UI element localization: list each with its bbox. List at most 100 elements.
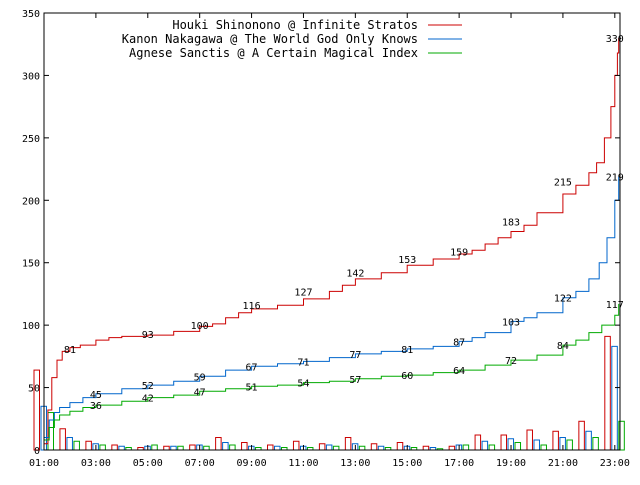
data-label: 60 xyxy=(401,371,413,382)
plot-frame xyxy=(43,12,621,451)
data-label: 52 xyxy=(142,381,154,392)
data-label: 71 xyxy=(297,357,309,368)
hourly-bar-1 xyxy=(422,445,430,451)
hourly-bar-1 xyxy=(474,434,482,451)
x-tick-label: 21:00 xyxy=(548,458,578,469)
data-label: 64 xyxy=(453,366,465,377)
x-tick-label: 17:00 xyxy=(444,458,474,469)
hourly-bar-1 xyxy=(552,430,559,451)
hourly-bar-1 xyxy=(111,444,118,451)
hourly-bar-2 xyxy=(611,345,618,451)
y-tick-label: 200 xyxy=(22,196,40,207)
hourly-bar-1 xyxy=(500,434,508,451)
hourly-bar-3 xyxy=(151,444,158,451)
y-tick-label: 150 xyxy=(22,259,40,270)
hourly-bar-2 xyxy=(274,445,281,451)
data-label: 103 xyxy=(502,317,520,328)
hourly-bar-1 xyxy=(189,444,196,451)
hourly-bar-1 xyxy=(163,445,170,451)
y-tick-label: 0 xyxy=(34,446,40,457)
data-label: 54 xyxy=(297,379,309,390)
data-label: 116 xyxy=(243,301,261,312)
data-label: 93 xyxy=(142,330,154,341)
data-label: 159 xyxy=(450,247,468,258)
data-label: 142 xyxy=(346,269,364,280)
hourly-bar-3 xyxy=(229,444,236,451)
data-label: 81 xyxy=(64,345,76,356)
hourly-bar-3 xyxy=(332,445,340,451)
y-tick-label: 300 xyxy=(22,71,40,82)
x-tick-label: 13:00 xyxy=(340,458,370,469)
x-tick-label: 03:00 xyxy=(81,458,111,469)
hourly-bar-2 xyxy=(118,445,125,451)
hourly-bar-1 xyxy=(448,445,456,451)
data-label: 81 xyxy=(401,345,413,356)
data-label: 153 xyxy=(398,255,416,266)
data-label: 47 xyxy=(194,387,206,398)
data-label: 84 xyxy=(557,341,569,352)
legend-label-3: Agnese Sanctis @ A Certain Magical Index xyxy=(129,46,418,60)
hourly-bar-3 xyxy=(514,442,522,451)
x-tick-label: 07:00 xyxy=(185,458,215,469)
x-tick-label: 05:00 xyxy=(133,458,163,469)
data-label: 77 xyxy=(349,350,361,361)
hourly-bar-1 xyxy=(59,428,66,451)
hourly-bar-1 xyxy=(318,443,326,451)
hourly-bar-1 xyxy=(370,443,378,451)
hourly-bar-2 xyxy=(533,439,540,451)
series-line-1 xyxy=(44,38,620,445)
data-label: 219 xyxy=(606,173,624,184)
hourly-bar-1 xyxy=(85,440,92,451)
hourly-bar-1 xyxy=(396,442,404,451)
hourly-bar-1 xyxy=(604,335,611,451)
data-label: 42 xyxy=(142,394,154,405)
hourly-bar-2 xyxy=(170,445,177,451)
data-label: 183 xyxy=(502,218,520,229)
x-tick-label: 01:00 xyxy=(29,458,59,469)
hourly-bar-2 xyxy=(585,430,592,451)
hourly-bar-3 xyxy=(566,439,573,451)
legend-label-1: Houki Shinonono @ Infinite Stratos xyxy=(172,18,418,32)
data-label: 100 xyxy=(191,321,209,332)
data-label: 87 xyxy=(453,337,465,348)
hourly-bar-1 xyxy=(267,444,274,451)
y-tick-label: 250 xyxy=(22,134,40,145)
hourly-bar-1 xyxy=(578,420,585,451)
hourly-bar-2 xyxy=(481,440,489,451)
hourly-bar-3 xyxy=(488,444,496,451)
hourly-bar-3 xyxy=(358,445,366,451)
legend-label-2: Kanon Nakagawa @ The World God Only Know… xyxy=(122,32,418,46)
hourly-bar-3 xyxy=(203,445,210,451)
data-label: 57 xyxy=(349,375,361,386)
data-label: 330 xyxy=(606,34,624,45)
data-label: 45 xyxy=(90,390,102,401)
hourly-bar-3 xyxy=(462,444,470,451)
hourly-bar-3 xyxy=(99,444,106,451)
x-tick-label: 19:00 xyxy=(496,458,526,469)
series-line-2 xyxy=(44,176,620,438)
data-label: 51 xyxy=(246,382,258,393)
x-tick-label: 11:00 xyxy=(288,458,318,469)
x-tick-label: 09:00 xyxy=(237,458,267,469)
hourly-bar-3 xyxy=(618,420,625,451)
data-label: 67 xyxy=(246,362,258,373)
hourly-bar-2 xyxy=(222,442,229,451)
data-label: 117 xyxy=(606,300,624,311)
hourly-bar-1 xyxy=(33,369,40,451)
data-label: 122 xyxy=(554,294,572,305)
hourly-bar-3 xyxy=(540,444,547,451)
data-label: 127 xyxy=(294,287,312,298)
series-line-3 xyxy=(44,303,620,441)
data-label: 72 xyxy=(505,356,517,367)
x-tick-label: 23:00 xyxy=(600,458,630,469)
hourly-bar-3 xyxy=(177,445,184,451)
y-tick-label: 350 xyxy=(22,9,40,20)
hourly-bar-2 xyxy=(325,444,333,451)
y-tick-label: 100 xyxy=(22,321,40,332)
hourly-bar-1 xyxy=(344,437,352,451)
y-tick-label: 50 xyxy=(28,384,40,395)
hourly-bar-1 xyxy=(526,429,533,451)
data-label: 36 xyxy=(90,401,102,412)
